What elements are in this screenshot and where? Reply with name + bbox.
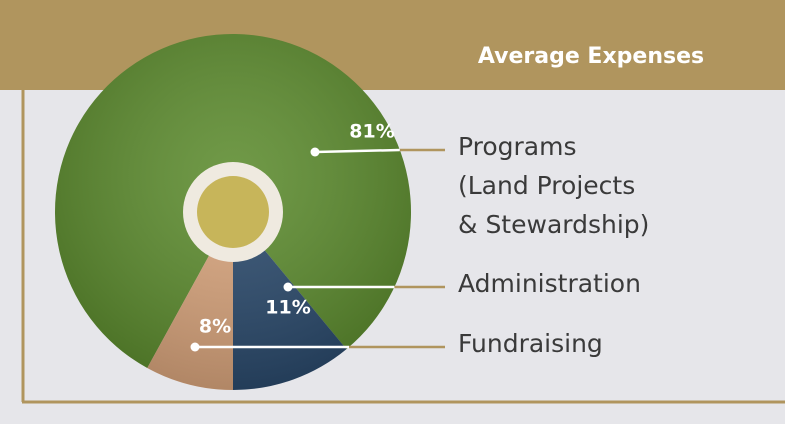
chart-title: Average Expenses: [478, 44, 704, 69]
chart: Average Expenses 81% 11% 8%: [0, 0, 785, 424]
inner-dot: [197, 176, 269, 248]
value-label: 81%: [349, 121, 394, 143]
leader-dot: [191, 343, 200, 352]
category-label: Programs (Land Projects & Stewardship): [458, 127, 649, 244]
leader-dot: [284, 283, 293, 292]
value-label: 11%: [265, 297, 310, 319]
leader-dot: [311, 148, 320, 157]
category-label: Fundraising: [458, 324, 603, 363]
category-label: Administration: [458, 264, 641, 303]
infographic: Average Expenses 81% 11% 8% Programs (Land…: [0, 0, 785, 424]
value-label: 8%: [199, 316, 231, 338]
